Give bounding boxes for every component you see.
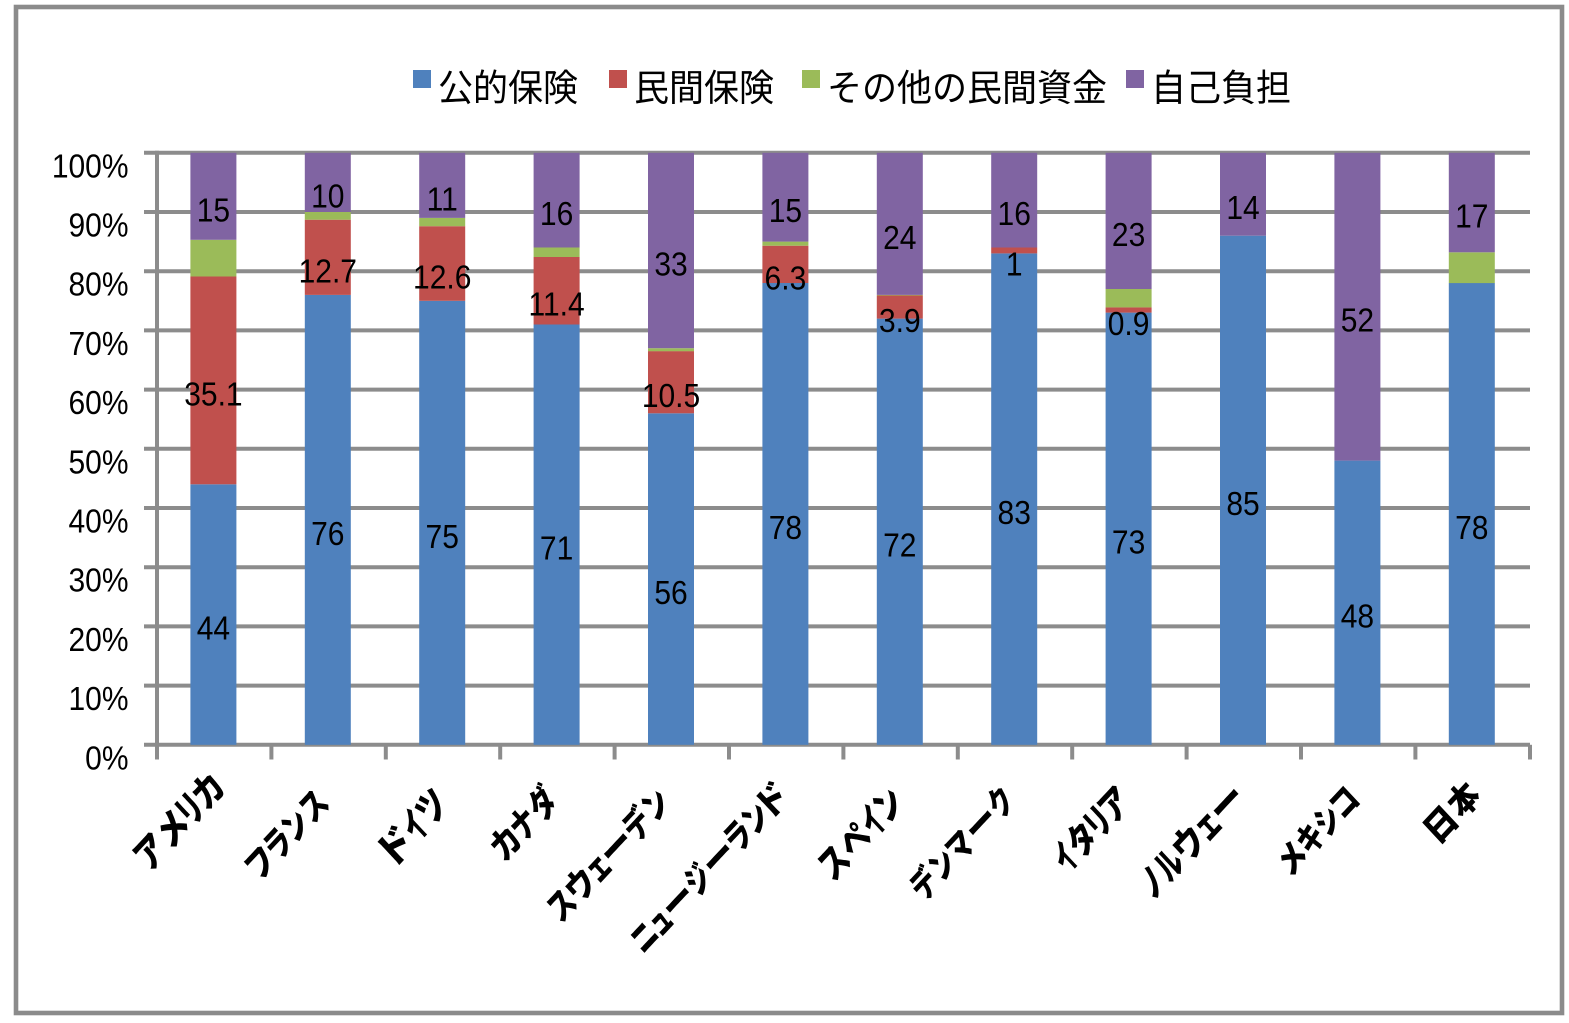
svg-text:20%: 20%	[68, 621, 128, 659]
svg-text:10%: 10%	[68, 680, 128, 718]
svg-text:15: 15	[197, 191, 230, 229]
svg-text:83: 83	[998, 494, 1031, 532]
svg-text:70%: 70%	[68, 325, 128, 363]
svg-text:24: 24	[883, 218, 916, 256]
svg-text:15: 15	[769, 192, 802, 230]
svg-text:0.9: 0.9	[1108, 305, 1150, 343]
svg-text:3.9: 3.9	[879, 302, 921, 340]
svg-text:12.6: 12.6	[413, 258, 471, 296]
svg-text:60%: 60%	[68, 384, 128, 422]
svg-text:16: 16	[998, 195, 1031, 233]
svg-text:40%: 40%	[68, 502, 128, 540]
svg-text:11: 11	[427, 180, 458, 218]
svg-text:100%: 100%	[52, 147, 129, 185]
svg-text:75: 75	[426, 517, 459, 555]
svg-text:71: 71	[540, 529, 573, 567]
svg-text:1: 1	[1006, 245, 1023, 283]
svg-text:76: 76	[311, 514, 344, 552]
svg-text:85: 85	[1226, 485, 1259, 523]
svg-text:0%: 0%	[85, 739, 128, 777]
svg-text:90%: 90%	[68, 206, 128, 244]
svg-text:78: 78	[1455, 509, 1488, 547]
svg-text:17: 17	[1455, 197, 1488, 235]
svg-text:14: 14	[1226, 189, 1259, 227]
svg-text:73: 73	[1112, 523, 1145, 561]
svg-text:6.3: 6.3	[765, 259, 807, 297]
svg-text:33: 33	[654, 245, 687, 283]
svg-text:10.5: 10.5	[642, 377, 700, 415]
svg-text:11.4: 11.4	[529, 285, 585, 323]
svg-text:12.7: 12.7	[299, 252, 357, 290]
svg-text:16: 16	[540, 195, 573, 233]
svg-text:35.1: 35.1	[184, 375, 242, 413]
svg-text:23: 23	[1112, 216, 1145, 254]
svg-text:30%: 30%	[68, 561, 128, 599]
svg-text:56: 56	[654, 574, 687, 612]
svg-text:80%: 80%	[68, 265, 128, 303]
svg-text:50%: 50%	[68, 443, 128, 481]
svg-text:48: 48	[1341, 597, 1374, 635]
svg-text:78: 78	[769, 509, 802, 547]
svg-text:72: 72	[883, 526, 916, 564]
svg-text:52: 52	[1341, 301, 1374, 339]
svg-text:10: 10	[311, 177, 344, 215]
svg-text:44: 44	[197, 609, 230, 647]
